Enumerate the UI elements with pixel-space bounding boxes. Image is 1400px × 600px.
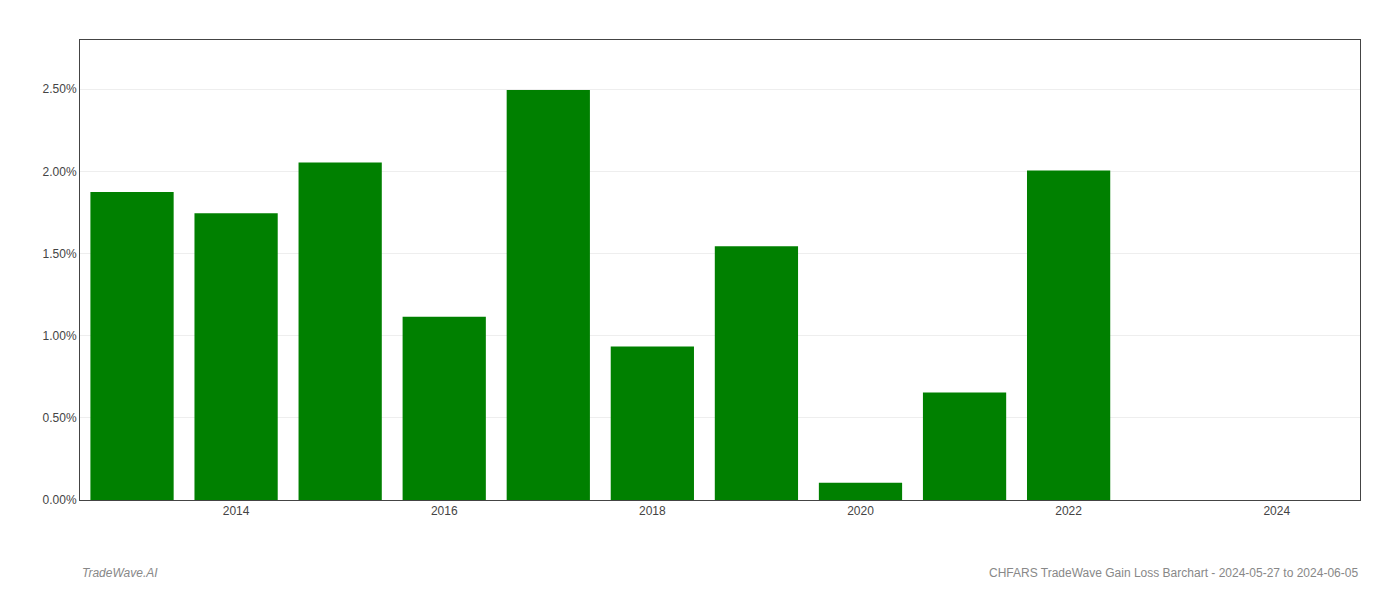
svg-text:0.50%: 0.50% xyxy=(43,411,77,425)
svg-text:1.00%: 1.00% xyxy=(43,329,77,343)
svg-text:2024: 2024 xyxy=(1263,504,1290,518)
svg-text:2.00%: 2.00% xyxy=(43,165,77,179)
svg-text:2020: 2020 xyxy=(847,504,874,518)
svg-text:2018: 2018 xyxy=(639,504,666,518)
svg-text:2.50%: 2.50% xyxy=(43,82,77,96)
svg-text:0.00%: 0.00% xyxy=(43,493,77,507)
svg-text:TradeWave.AI: TradeWave.AI xyxy=(82,566,158,580)
svg-text:2014: 2014 xyxy=(223,504,250,518)
svg-text:2016: 2016 xyxy=(431,504,458,518)
svg-text:CHFARS TradeWave Gain Loss Bar: CHFARS TradeWave Gain Loss Barchart - 20… xyxy=(989,566,1358,580)
svg-text:2022: 2022 xyxy=(1055,504,1082,518)
svg-text:1.50%: 1.50% xyxy=(43,247,77,261)
